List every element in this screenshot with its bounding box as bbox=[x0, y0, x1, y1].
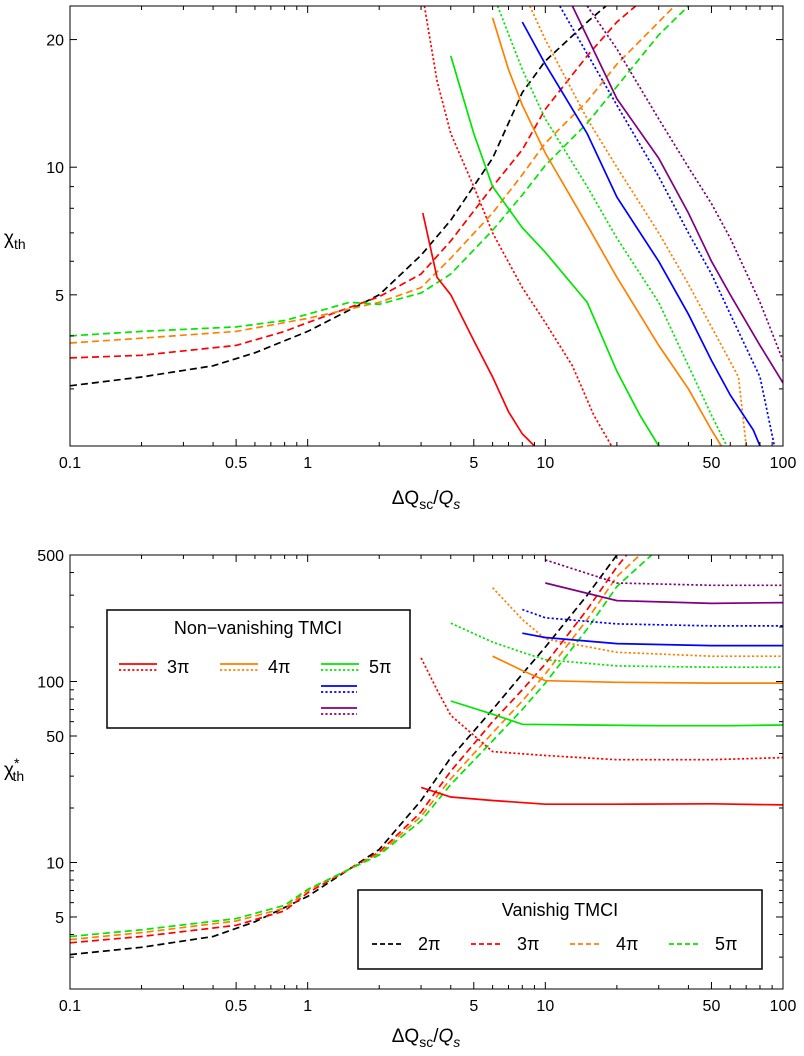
legend-vanishing-title: Vanishig TMCI bbox=[502, 900, 618, 920]
bottom-xtick-label-1: 0.5 bbox=[225, 998, 247, 1015]
top-xtick-label-5: 50 bbox=[703, 455, 721, 472]
top-xtick-label-1: 0.5 bbox=[225, 455, 247, 472]
bottom-xtick-label-4: 10 bbox=[536, 998, 554, 1015]
legend-vanishing-box bbox=[357, 889, 763, 970]
legend-vanishing-entries: 2π 3π 4π 5π bbox=[372, 934, 737, 954]
legend-vanishing-label-0: 2π bbox=[418, 934, 440, 954]
bottom-series-orange-dashed-2 bbox=[70, 555, 641, 941]
top-series-green-solid-6 bbox=[449, 55, 660, 446]
top-ytick-label-2: 20 bbox=[46, 33, 64, 50]
bottom-series-black-dashed-0 bbox=[70, 555, 618, 956]
bottom-y-axis-label: χ* th bbox=[4, 755, 24, 784]
bottom-xtick-label-5: 50 bbox=[703, 998, 721, 1015]
bottom-series-red-dotted-5 bbox=[420, 657, 783, 761]
top-series-purple-solid-12 bbox=[571, 6, 783, 384]
legend-vanishing-label-3: 5π bbox=[715, 934, 737, 954]
bottom-plot-frame bbox=[69, 554, 784, 990]
legend-non-vanishing: Non−vanishing TMCI 3π 4π 5π bbox=[106, 609, 411, 729]
top-series-orange-solid-8 bbox=[491, 17, 723, 446]
top-xtick-label-0: 0.1 bbox=[59, 455, 81, 472]
top-series-orange-dotted-9 bbox=[529, 6, 748, 446]
bottom-xtick-label-3: 5 bbox=[469, 998, 478, 1015]
bottom-series-green-solid-6 bbox=[450, 700, 783, 727]
bottom-series-blue-dotted-11 bbox=[522, 608, 783, 627]
bottom-xtick-label-6: 100 bbox=[770, 998, 797, 1015]
top-series-blue-solid-10 bbox=[521, 21, 761, 446]
legend-non-vanishing-label-1: 4π bbox=[268, 657, 290, 677]
bottom-series-group bbox=[70, 555, 783, 956]
top-ytick-label-1: 10 bbox=[46, 160, 64, 177]
bottom-xtick-label-2: 1 bbox=[303, 998, 312, 1015]
top-series-purple-dotted-13 bbox=[586, 6, 783, 361]
bottom-series-purple-dotted-13 bbox=[545, 559, 783, 587]
top-series-green-dotted-7 bbox=[496, 6, 728, 446]
bottom-ticks: 0.1 0.5 1 5 10 50 100 5 10 50 100 500 bbox=[37, 548, 796, 1015]
top-plot-frame bbox=[69, 5, 784, 447]
legend-non-vanishing-box bbox=[106, 609, 411, 729]
top-series-orange-dashed-2 bbox=[70, 6, 676, 344]
bottom-series-green-dashed-3 bbox=[70, 555, 653, 938]
bottom-ytick-label-2: 50 bbox=[46, 729, 64, 746]
top-series-green-dashed-3 bbox=[70, 6, 689, 337]
bottom-series-blue-solid-10 bbox=[522, 632, 783, 647]
top-xtick-label-2: 1 bbox=[303, 455, 312, 472]
top-x-axis-label: ΔQsc/Qs bbox=[392, 488, 461, 512]
top-series-blue-dotted-11 bbox=[559, 6, 776, 446]
bottom-series-red-solid-4 bbox=[420, 786, 783, 806]
bottom-ytick-label-0: 5 bbox=[55, 910, 64, 927]
bottom-series-green-dotted-7 bbox=[450, 622, 783, 669]
bottom-ytick-label-1: 10 bbox=[46, 855, 64, 872]
top-chart: 0.1 0.5 1 5 10 50 100 5 10 20 ΔQsc/Qs χth bbox=[4, 5, 796, 512]
top-ticks: 0.1 0.5 1 5 10 50 100 5 10 20 bbox=[46, 6, 796, 472]
top-series-black-dashed-0 bbox=[70, 6, 607, 387]
top-y-axis-label: χth bbox=[4, 228, 26, 252]
legend-vanishing-label-1: 3π bbox=[517, 934, 539, 954]
top-xtick-label-4: 10 bbox=[536, 455, 554, 472]
legend-non-vanishing-title: Non−vanishing TMCI bbox=[174, 618, 342, 638]
top-xtick-label-6: 100 bbox=[770, 455, 797, 472]
legend-vanishing: Vanishig TMCI 2π 3π 4π 5π bbox=[357, 889, 763, 970]
bottom-ytick-label-4: 500 bbox=[37, 548, 64, 565]
legend-non-vanishing-label-2: 5π bbox=[369, 657, 391, 677]
bottom-x-axis-label: ΔQsc/Qs bbox=[392, 1026, 461, 1050]
legend-vanishing-label-2: 4π bbox=[616, 934, 638, 954]
top-series-group bbox=[70, 6, 783, 446]
bottom-series-orange-dotted-9 bbox=[491, 587, 783, 658]
legend-non-vanishing-label-0: 3π bbox=[167, 657, 189, 677]
top-xtick-label-3: 5 bbox=[469, 455, 478, 472]
legend-non-vanishing-entries: 3π 4π 5π bbox=[119, 657, 391, 715]
bottom-series-purple-solid-12 bbox=[545, 582, 783, 605]
bottom-series-orange-solid-8 bbox=[492, 655, 783, 684]
top-series-red-dashed-1 bbox=[70, 6, 637, 359]
bottom-xtick-label-0: 0.1 bbox=[59, 998, 81, 1015]
top-series-red-dotted-5 bbox=[423, 6, 613, 446]
top-series-red-solid-4 bbox=[421, 212, 536, 446]
top-ytick-label-0: 5 bbox=[55, 288, 64, 305]
bottom-ytick-label-3: 100 bbox=[37, 675, 64, 692]
